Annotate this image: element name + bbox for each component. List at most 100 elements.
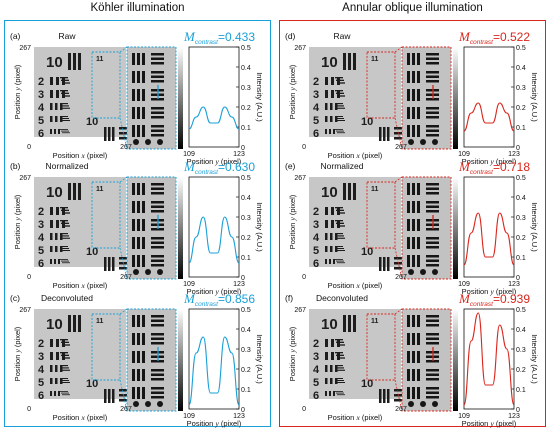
target-bar (337, 369, 345, 371)
target-bar (61, 367, 69, 369)
target-bar (337, 82, 345, 84)
target-bar (336, 392, 344, 394)
zoom-bar (151, 116, 164, 119)
image-x-axis-label: Position x (pixel) (328, 281, 383, 290)
zoom-bar (142, 183, 145, 195)
plot-series-line (188, 216, 240, 264)
target-bar (394, 399, 403, 402)
target-group-number: 10 (321, 316, 338, 333)
zoom-bar (142, 315, 145, 327)
plot-y-tick-label: 0.4 (516, 65, 526, 72)
target-bar (325, 77, 328, 85)
target-bar (119, 267, 128, 270)
subfigure-letter: (d) (285, 31, 296, 41)
target-bar (325, 129, 327, 134)
zoom-bar (417, 369, 420, 381)
subfigure-f: (f) Deconvoluted Mcontrast=0.9391023456101… (285, 291, 539, 428)
target-bar (55, 378, 58, 384)
target-bar (62, 95, 70, 97)
target-bar (336, 341, 344, 343)
plot-y-tick-label: 0.4 (241, 195, 251, 202)
zoom-bar (142, 201, 145, 213)
target-bar (104, 257, 107, 271)
target-group-number: 10 (321, 184, 338, 201)
target-bar (108, 389, 111, 403)
target-group-number: 5 (313, 245, 319, 257)
target-bar (337, 394, 345, 396)
title-annular: Annular oblique illumination (342, 2, 483, 14)
zoom-bar (132, 125, 135, 137)
target-bar (62, 120, 70, 121)
plot-y-tick-label: 0.2 (516, 235, 526, 242)
zoom-connector (394, 176, 403, 183)
zoom-bar (407, 107, 410, 119)
plot-y-axis-label: Intensity (A.U.) (530, 72, 539, 122)
target-bar (60, 339, 68, 341)
target-group-number: 6 (38, 128, 44, 140)
target-bar (337, 382, 345, 383)
subfigure-label: Deconvoluted (41, 293, 93, 303)
zoom-bar (132, 369, 135, 381)
plot-y-tick-label: 0.4 (516, 195, 526, 202)
subfigure-e: (e) Normalized Mcontrast=0.718102345610112… (285, 159, 539, 296)
target-bar (335, 378, 343, 379)
target-bar (61, 92, 69, 94)
zoom-bar (151, 228, 164, 231)
zoom-bar (426, 387, 439, 390)
inset-marker-box (366, 51, 396, 119)
plot-x-min-label: 109 (183, 413, 195, 420)
zoom-bar (426, 255, 439, 258)
zoom-bar (417, 125, 420, 137)
target-bar (336, 380, 344, 381)
target-bar (104, 389, 107, 403)
m-contrast-value: Mcontrast=0.630 (183, 159, 255, 176)
subfigure-b: (b) Normalized Mcontrast=0.630102345610112… (10, 159, 264, 296)
inset-marker-box (91, 313, 121, 381)
target-bar (343, 315, 346, 332)
zoom-bar (426, 246, 439, 249)
zoom-bar (426, 192, 439, 195)
plot-y-tick-label: 0.5 (516, 307, 526, 314)
zoom-bar (132, 333, 135, 345)
inset-marker-box (366, 313, 396, 381)
target-group-number: 4 (38, 364, 45, 376)
target-bar (60, 365, 68, 367)
zoom-bar (151, 75, 164, 78)
plot-frame (188, 46, 240, 148)
plot-x-min-label: 109 (458, 281, 470, 288)
target-bar (335, 246, 343, 247)
zoom-bar (137, 351, 140, 363)
zoom-bar (137, 183, 140, 195)
inset-marker-box (366, 181, 396, 249)
target-bar (55, 233, 58, 240)
target-bar (333, 129, 335, 134)
zoom-bar (407, 183, 410, 195)
target-bar (62, 357, 70, 359)
target-bar (119, 127, 128, 130)
target-bar (387, 389, 390, 403)
zoom-connector (119, 247, 128, 280)
zoom-bar (407, 53, 410, 65)
colorbar (453, 47, 458, 149)
target-group-number: 2 (313, 338, 319, 350)
target-bar (330, 116, 333, 122)
target-group-number: 4 (313, 102, 320, 114)
zoom-bar (142, 89, 145, 101)
zoom-bar (426, 98, 439, 101)
zoom-bar (132, 107, 135, 119)
zoom-bar (417, 255, 420, 267)
target-group-number: 5 (313, 115, 319, 127)
plot-y-tick-label: 0.3 (516, 215, 526, 222)
zoom-dot (133, 269, 139, 275)
target-bar (335, 220, 343, 222)
target-group-number: 2 (38, 76, 44, 88)
plot-y-axis-label: Intensity (A.U.) (530, 202, 539, 252)
zoom-bar (426, 80, 439, 83)
zoom-bar (151, 324, 164, 327)
target-bar (50, 77, 53, 85)
zoom-bar (426, 187, 439, 190)
target-bar (62, 82, 70, 84)
plot-y-tick-label: 0.3 (241, 85, 251, 92)
target-bar (325, 207, 328, 215)
